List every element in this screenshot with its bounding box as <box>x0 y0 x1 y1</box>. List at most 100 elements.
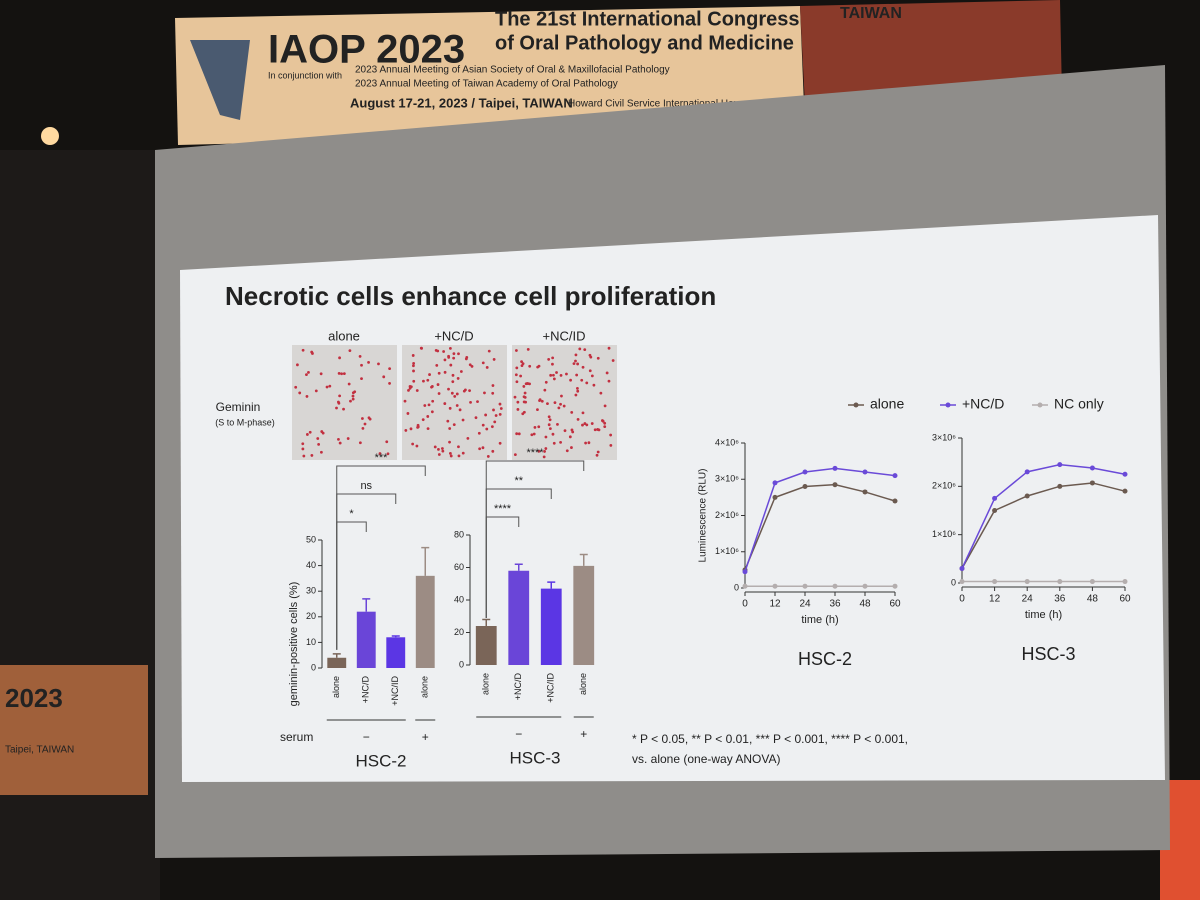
cell-dot <box>310 454 314 457</box>
legend-label: alone <box>870 396 904 412</box>
cell-dot <box>601 419 604 422</box>
cell-dot <box>576 389 580 393</box>
cell-dot <box>459 370 463 373</box>
cell-dot <box>319 372 323 376</box>
cell-dot <box>538 399 541 403</box>
micrograph <box>512 345 617 460</box>
series-point <box>992 508 998 513</box>
x-tick-label: +NC/ID <box>546 673 556 703</box>
stain-note: (S to M-phase) <box>215 417 275 427</box>
cell-dot <box>574 359 577 363</box>
x-tick-label: 36 <box>1054 594 1066 605</box>
cell-dot <box>485 427 489 431</box>
cell-dot <box>404 429 408 432</box>
cell-dot <box>477 431 481 435</box>
error-bar <box>332 653 341 658</box>
cell-dot <box>301 447 305 451</box>
x-tick-label: 60 <box>889 599 901 610</box>
cell-dot <box>431 399 435 403</box>
cell-dot <box>588 369 592 373</box>
cell-dot <box>441 449 445 453</box>
legend-marker <box>945 402 951 408</box>
significance-label: **** <box>494 503 512 515</box>
cell-dot <box>575 373 579 377</box>
cell-dot <box>388 367 392 371</box>
cell-dot <box>458 408 462 412</box>
cell-dot <box>408 384 412 388</box>
cell-dot <box>337 437 340 441</box>
cell-dot <box>537 425 541 429</box>
cell-dot <box>569 378 572 382</box>
banner-congress: The 21st International Congress <box>495 8 800 30</box>
cell-dot <box>377 362 380 366</box>
cell-dot <box>547 358 551 361</box>
cell-dot <box>483 391 486 395</box>
cell-dot <box>584 441 588 445</box>
x-tick-label: 36 <box>829 599 841 610</box>
cell-dot <box>476 400 479 404</box>
cell-dot <box>412 379 416 383</box>
banner-date: August 17-21, 2023 / Taipei, TAIWAN <box>350 95 573 110</box>
cell-dot <box>301 348 305 352</box>
cell-dot <box>515 349 518 352</box>
chart-title: HSC-3 <box>1021 644 1075 664</box>
group-label: + <box>580 727 587 741</box>
series-line <box>744 483 896 571</box>
cell-dot <box>423 404 427 407</box>
cell-dot <box>448 347 452 350</box>
y-tick-label: 0 <box>311 662 316 672</box>
cell-dot <box>532 432 536 436</box>
cell-dot <box>590 374 594 378</box>
chart-title: HSC-2 <box>355 751 406 770</box>
cell-dot <box>449 454 453 458</box>
y-tick-label: 20 <box>306 611 316 621</box>
cell-dot <box>585 423 589 427</box>
significance-label: ** <box>514 475 523 487</box>
cell-dot <box>498 402 502 406</box>
y-tick-label: 30 <box>306 586 316 596</box>
bar <box>415 575 435 668</box>
series-point <box>832 583 838 589</box>
x-axis-label: time (h) <box>1025 609 1062 621</box>
cell-dot <box>551 362 554 366</box>
cell-dot <box>427 403 431 407</box>
cell-dot <box>548 418 552 422</box>
banner-logo: IAOP 2023 <box>268 28 465 72</box>
series-line <box>961 482 1126 569</box>
cell-dot <box>581 423 584 427</box>
series-point <box>1089 480 1095 486</box>
cell-dot <box>548 427 552 431</box>
banner-text: 2023 Annual Meeting of Asian Society of … <box>355 65 670 76</box>
series-point <box>742 569 748 575</box>
cell-dot <box>526 382 530 385</box>
cell-dot <box>455 404 459 407</box>
y-tick-label: 4×10⁶ <box>715 437 739 447</box>
micrograph <box>292 345 397 460</box>
cell-dot <box>596 428 600 431</box>
cell-dot <box>382 375 386 379</box>
cell-dot <box>469 400 472 404</box>
series-point <box>802 583 808 589</box>
cell-dot <box>447 355 451 359</box>
cell-dot <box>574 393 578 397</box>
cell-dot <box>552 377 556 381</box>
cell-dot <box>338 356 341 360</box>
cell-dot <box>544 435 548 439</box>
series-point <box>959 566 965 571</box>
cell-dot <box>560 394 563 398</box>
series-point <box>1024 493 1030 499</box>
banner-right <box>800 0 1062 105</box>
error-bar <box>482 618 491 626</box>
legend-label: +NC/D <box>962 396 1004 412</box>
cell-dot <box>348 349 352 353</box>
cell-dot <box>378 452 382 455</box>
cell-dot <box>565 449 569 453</box>
cell-dot <box>553 401 557 405</box>
cell-dot <box>305 433 309 436</box>
cell-dot <box>570 446 573 449</box>
x-tick-label: +NC/D <box>361 676 371 704</box>
cell-dot <box>441 447 444 450</box>
cell-dot <box>437 448 440 451</box>
cell-dot <box>481 423 485 427</box>
cell-dot <box>294 385 298 389</box>
